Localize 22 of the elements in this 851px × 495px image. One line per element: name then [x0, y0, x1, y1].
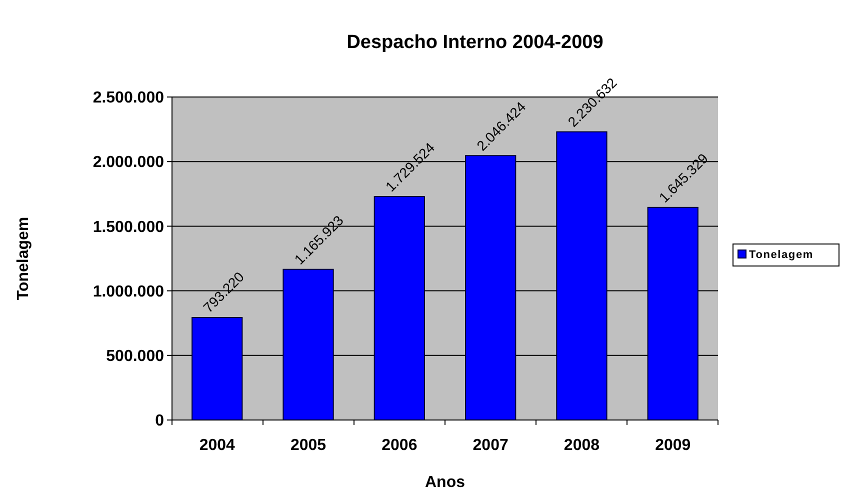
bar — [465, 155, 516, 420]
bar — [374, 196, 425, 420]
x-tick-label: 2006 — [382, 437, 418, 454]
x-axis-title: Anos — [425, 474, 466, 491]
x-tick-label: 2008 — [564, 437, 600, 454]
y-tick-label: 0 — [155, 412, 164, 430]
bar — [192, 317, 243, 420]
bar — [282, 268, 334, 420]
y-tick-label: 1.000.000 — [92, 283, 164, 300]
y-tick-label: 2.500.000 — [92, 90, 164, 107]
bar — [556, 131, 608, 420]
bar — [647, 206, 698, 420]
y-tick-label: 500.000 — [106, 348, 164, 365]
legend-label: Tonelagem — [749, 249, 814, 261]
y-tick-label: 2.000.000 — [92, 154, 164, 172]
x-tick-label: 2009 — [655, 437, 691, 454]
y-tick-label: 1.500.000 — [92, 218, 164, 236]
chart-title: Despacho Interno 2004-2009 — [346, 32, 604, 53]
y-axis-title: Tonelagem — [15, 216, 32, 300]
x-tick-label: 2004 — [199, 437, 236, 454]
x-tick-label: 2007 — [472, 437, 508, 454]
x-tick-label: 2005 — [290, 437, 326, 454]
